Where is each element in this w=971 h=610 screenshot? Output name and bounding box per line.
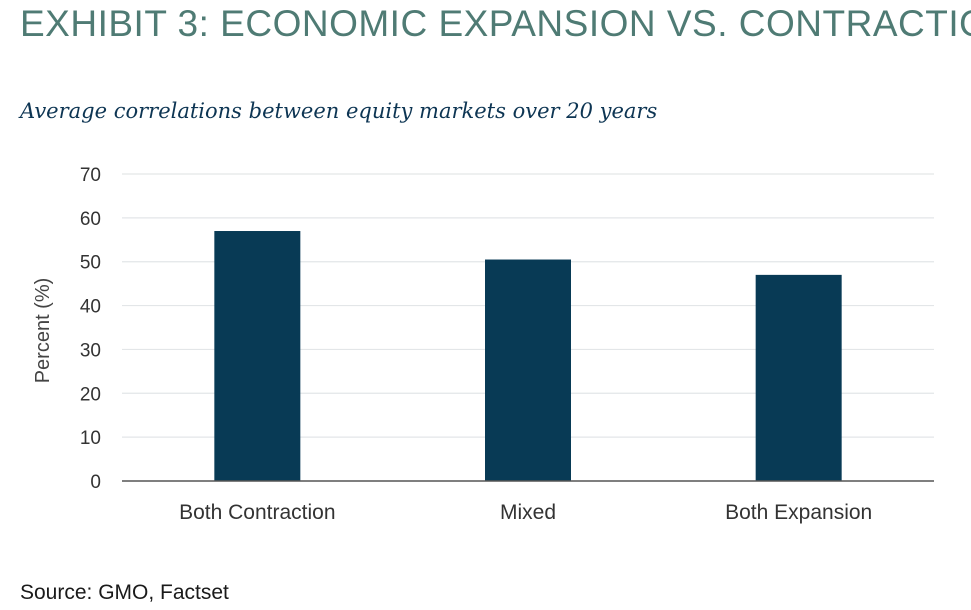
- bar-chart: 0 10 20 30 40 50 60 70 Both Contraction Mixed Both…: [32, 165, 934, 524]
- chart-subtitle: Average correlations between equity mark…: [20, 99, 658, 123]
- y-tick-label: 20: [80, 384, 101, 405]
- y-tick-label: 10: [80, 428, 101, 449]
- y-tick-label: 40: [80, 297, 101, 318]
- exhibit-title: EXHIBIT 3: ECONOMIC EXPANSION VS. CONTRA…: [20, 3, 971, 44]
- bar: [214, 231, 301, 481]
- y-tick-label: 50: [80, 253, 101, 274]
- bar: [485, 259, 571, 481]
- x-tick-label: Both Expansion: [725, 501, 872, 524]
- y-tick-label: 0: [90, 472, 101, 493]
- source-note: Source: GMO, Factset: [20, 581, 229, 604]
- axis-labels: 0 10 20 30 40 50 60 70 Both Contraction Mixed Both…: [32, 165, 872, 524]
- x-tick-label: Mixed: [500, 501, 556, 524]
- bars: [214, 231, 842, 481]
- y-tick-label: 30: [80, 340, 101, 361]
- y-tick-label: 70: [80, 165, 101, 186]
- x-tick-label: Both Contraction: [179, 501, 335, 524]
- y-axis-title: Percent (%): [32, 278, 54, 384]
- bar: [755, 274, 842, 481]
- y-tick-label: 60: [80, 209, 101, 230]
